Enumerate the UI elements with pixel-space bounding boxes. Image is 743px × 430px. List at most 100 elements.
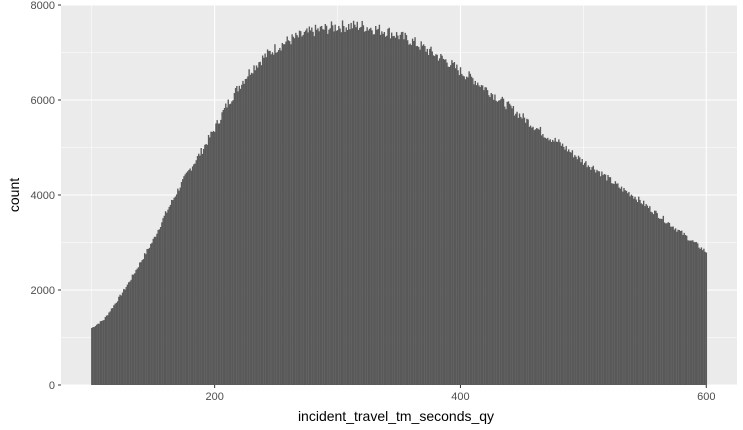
histogram-bar <box>700 247 703 385</box>
histogram-bar <box>694 242 696 385</box>
histogram-bar <box>447 66 449 385</box>
histogram-bar <box>657 217 660 385</box>
histogram-bar <box>125 286 127 385</box>
histogram-bar <box>313 36 315 385</box>
histogram-bar <box>537 128 539 385</box>
histogram-bar <box>397 35 399 385</box>
histogram-bar <box>421 45 424 385</box>
histogram-bar <box>660 218 662 385</box>
histogram-bar <box>195 160 197 385</box>
histogram-bar <box>532 126 534 385</box>
histogram-bar <box>668 222 671 385</box>
histogram-bar <box>104 317 107 385</box>
histogram-bar <box>628 191 630 385</box>
histogram-bar <box>575 156 577 385</box>
histogram-bar <box>685 235 688 385</box>
histogram-bar <box>485 87 488 386</box>
histogram-bar <box>547 137 549 385</box>
histogram-bar <box>98 323 100 385</box>
histogram-bar <box>564 149 566 385</box>
histogram-bar <box>286 36 288 385</box>
histogram-bar <box>152 238 154 385</box>
histogram-bar <box>464 79 467 385</box>
histogram-bar <box>505 109 507 385</box>
histogram-bar <box>158 229 161 385</box>
histogram-bar <box>346 29 349 386</box>
histogram-bar <box>249 74 252 386</box>
histogram-bar <box>592 165 594 385</box>
histogram-bar <box>378 24 381 385</box>
histogram-bar <box>513 115 516 386</box>
histogram-bar <box>512 105 515 385</box>
histogram-bar <box>515 113 517 385</box>
histogram-bar <box>288 41 291 386</box>
histogram-bar <box>654 210 656 385</box>
histogram-bar <box>606 180 608 385</box>
histogram-bar <box>306 28 308 385</box>
histogram-bar <box>343 25 345 385</box>
histogram-bar <box>550 141 553 385</box>
histogram-bar <box>667 222 669 385</box>
histogram-bar <box>381 31 383 385</box>
x-tick-label: 200 <box>205 391 223 403</box>
histogram-bar <box>268 50 270 385</box>
histogram-bar <box>666 223 668 385</box>
histogram-bar <box>237 91 239 386</box>
histogram-bar <box>172 200 174 385</box>
histogram-bar <box>134 273 136 385</box>
histogram-bar <box>656 213 658 385</box>
histogram-bar <box>301 36 303 386</box>
histogram-bar <box>472 78 474 386</box>
histogram-bar <box>595 172 597 385</box>
histogram-bar <box>611 183 613 385</box>
histogram-bar <box>625 190 628 385</box>
histogram-bar <box>486 90 489 385</box>
histogram-bar <box>258 62 260 385</box>
histogram-bar <box>671 226 673 385</box>
histogram-bar <box>451 60 453 385</box>
histogram-bar <box>560 145 563 385</box>
histogram-bar <box>527 119 529 385</box>
histogram-bar <box>221 112 223 386</box>
histogram-bar <box>207 134 210 385</box>
histogram-bar <box>642 200 645 385</box>
histogram-bar <box>139 262 141 385</box>
histogram-bar <box>478 85 480 386</box>
histogram-bar <box>121 292 124 385</box>
histogram-bar <box>509 103 511 386</box>
histogram-bar <box>650 211 652 385</box>
histogram-bar <box>603 174 606 385</box>
histogram-bar <box>123 288 125 385</box>
histogram-bar <box>334 24 336 386</box>
histogram-bar <box>441 55 443 386</box>
histogram-bar <box>225 103 227 385</box>
histogram-bar <box>200 148 202 385</box>
histogram-bar <box>319 26 322 385</box>
histogram-bar <box>361 20 363 386</box>
histogram-bar <box>442 58 445 385</box>
histogram-bar <box>164 211 167 385</box>
histogram-bar <box>581 159 583 385</box>
histogram-bar <box>566 151 569 385</box>
histogram-bar <box>559 142 561 385</box>
histogram-bar <box>264 53 266 385</box>
histogram-bar <box>355 27 357 385</box>
histogram-bar <box>504 106 506 385</box>
histogram-bar <box>520 116 522 386</box>
histogram-bar <box>540 135 543 385</box>
histogram-bar <box>477 82 479 385</box>
histogram-bar <box>651 212 653 385</box>
histogram-bar <box>352 20 355 385</box>
histogram-bar <box>302 34 304 386</box>
histogram-bar <box>147 248 150 385</box>
histogram-bar <box>703 248 705 385</box>
histogram-bar <box>612 183 614 385</box>
histogram-bar <box>604 174 607 385</box>
histogram-bar <box>406 40 409 385</box>
x-axis-ticks: 200 400 600 <box>205 385 715 403</box>
histogram-bar <box>198 153 200 385</box>
histogram-bar <box>452 62 454 385</box>
histogram-bar <box>254 70 256 386</box>
y-axis-title: count <box>6 178 22 212</box>
histogram-bar <box>296 35 298 385</box>
